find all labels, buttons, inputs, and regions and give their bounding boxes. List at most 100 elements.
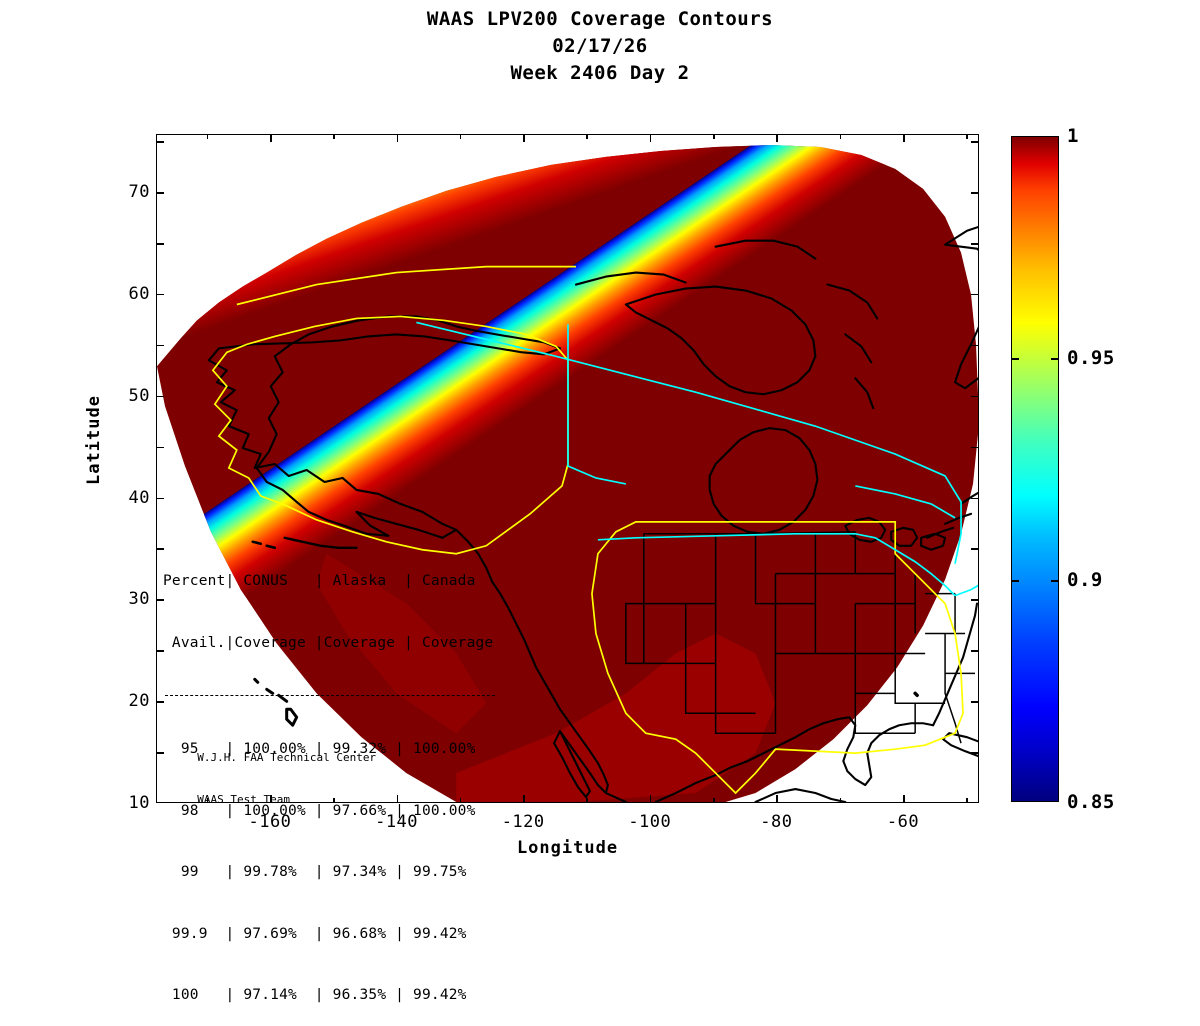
y-tick-mark xyxy=(971,701,979,703)
coastline-great-lakes xyxy=(844,516,947,551)
y-tick-mark xyxy=(971,293,979,296)
y-tick-mark xyxy=(156,650,164,652)
table-row: 99.9 | 97.69% | 96.68% | 99.42% xyxy=(163,925,467,942)
coastline-gulf-florida xyxy=(714,716,935,787)
coastline-aleutians xyxy=(283,536,358,549)
x-minor-tick-mark xyxy=(839,134,842,139)
table-row: 98 | 100.00% | 97.66% | 100.00% xyxy=(163,802,476,819)
coastline-central-america xyxy=(754,787,847,802)
x-minor-tick-mark xyxy=(839,798,842,803)
fringe-pacific xyxy=(157,144,978,802)
coastline-arctic-archipelago xyxy=(624,285,817,396)
alaska-service-volume-boundary xyxy=(211,315,569,555)
stats-header-row-2: Avail.|Coverage |Coverage | Coverage xyxy=(163,634,494,651)
coastline-baja xyxy=(552,730,591,799)
chart-date: 02/17/26 xyxy=(552,35,648,57)
colorbar-tick-label: 0.9 xyxy=(1067,569,1103,591)
x-axis-label: Longitude xyxy=(516,838,619,858)
stats-header-rule xyxy=(165,695,495,696)
y-tick-mark xyxy=(156,548,164,551)
x-axis-tick-labels: -160 -140 -120 -100 -80 -60 xyxy=(0,812,1200,842)
x-minor-tick-mark xyxy=(966,798,968,803)
x-tick-label: -160 xyxy=(248,812,292,832)
credit-line-1: W.J.H. FAA Technical Center xyxy=(197,751,377,764)
international-borders xyxy=(416,321,978,597)
credit-block: W.J.H. FAA Technical Center WAAS Test Te… xyxy=(184,737,376,807)
stats-header-row-1: Percent| CONUS | Alaska | Canada xyxy=(163,573,476,589)
y-tick-mark xyxy=(971,192,979,194)
x-tick-mark xyxy=(269,134,272,142)
y-tick-mark xyxy=(971,548,979,551)
x-tick-mark xyxy=(523,795,525,803)
y-tick-mark xyxy=(971,497,979,500)
colorbar-tick-mark xyxy=(1011,358,1019,360)
x-tick-mark xyxy=(903,795,905,803)
x-tick-mark xyxy=(523,134,525,142)
credit-line-2: WAAS Test Team xyxy=(197,793,290,806)
table-row: 100 | 97.14% | 96.35% | 99.42% xyxy=(163,987,467,1003)
border-quebec-labrador xyxy=(855,485,956,519)
colorbar-tick-label: 0.95 xyxy=(1067,347,1115,369)
y-tick-label: 10 xyxy=(128,793,150,813)
canada-service-volume-boundary xyxy=(236,265,576,306)
y-tick-mark xyxy=(971,752,979,754)
x-tick-label: -100 xyxy=(628,812,672,832)
coverage-map-plot xyxy=(156,134,979,803)
y-tick-label: 40 xyxy=(128,487,150,508)
x-minor-tick-mark xyxy=(206,798,209,803)
border-canada-greenland xyxy=(416,321,962,564)
x-tick-mark xyxy=(903,134,905,142)
chart-title: WAAS LPV200 Coverage Contours xyxy=(426,8,774,30)
colorbar-tick-label: 1 xyxy=(1067,125,1079,147)
x-minor-tick-mark xyxy=(459,134,462,139)
coastline-pacific-west xyxy=(455,528,609,795)
chart-week-day: Week 2406 Day 2 xyxy=(510,62,690,84)
coastline-hudson-bay xyxy=(708,427,819,535)
x-tick-mark xyxy=(396,134,399,142)
x-tick-label: -120 xyxy=(501,812,545,832)
colorbar-tick-label: 0.85 xyxy=(1067,791,1115,813)
coastline-island-speck xyxy=(913,691,919,698)
y-tick-mark xyxy=(156,242,164,245)
y-tick-mark xyxy=(156,599,164,601)
coastline-arctic-islands xyxy=(574,239,879,410)
conus-service-volume-boundary xyxy=(591,520,964,795)
table-row: 99 | 99.78% | 97.34% | 99.75% xyxy=(163,864,467,880)
fringe-pacific-group xyxy=(157,144,978,802)
y-tick-mark xyxy=(971,650,979,652)
x-minor-tick-mark xyxy=(713,134,715,139)
coverage-map-svg xyxy=(157,135,978,802)
x-minor-tick-mark xyxy=(333,134,335,139)
x-tick-mark xyxy=(649,795,652,803)
y-tick-mark xyxy=(971,344,979,347)
y-tick-mark xyxy=(156,446,164,449)
y-tick-mark xyxy=(971,446,979,449)
border-alaska-canada xyxy=(567,324,627,485)
y-tick-label: 70 xyxy=(128,182,150,203)
y-tick-mark xyxy=(971,242,979,245)
y-tick-mark xyxy=(971,599,979,601)
halo-baja xyxy=(316,553,487,734)
y-axis-tick-labels: 10 20 30 40 50 60 70 xyxy=(98,0,150,900)
x-tick-label: -140 xyxy=(375,812,419,832)
y-tick-mark xyxy=(156,395,164,398)
coastline-hawaii xyxy=(253,677,299,727)
coastline-cuba xyxy=(942,732,978,758)
colorbar xyxy=(1011,136,1059,802)
y-tick-mark xyxy=(971,141,979,143)
x-minor-tick-mark xyxy=(966,134,968,139)
coastline-aleutian-islands xyxy=(251,540,277,550)
y-axis-label: Latitude xyxy=(84,395,104,485)
x-tick-label: -60 xyxy=(886,812,920,832)
x-tick-mark xyxy=(776,795,778,803)
colorbar-tick-mark xyxy=(1051,580,1059,582)
border-us-canada-west xyxy=(597,532,956,597)
y-tick-mark xyxy=(156,344,164,347)
x-tick-mark xyxy=(396,795,399,803)
y-tick-mark xyxy=(971,395,979,398)
y-tick-label: 50 xyxy=(128,385,150,406)
y-tick-label: 30 xyxy=(128,589,150,610)
y-tick-mark xyxy=(156,192,164,194)
coastline-mexico-south xyxy=(604,774,717,802)
x-minor-tick-mark xyxy=(713,798,715,803)
